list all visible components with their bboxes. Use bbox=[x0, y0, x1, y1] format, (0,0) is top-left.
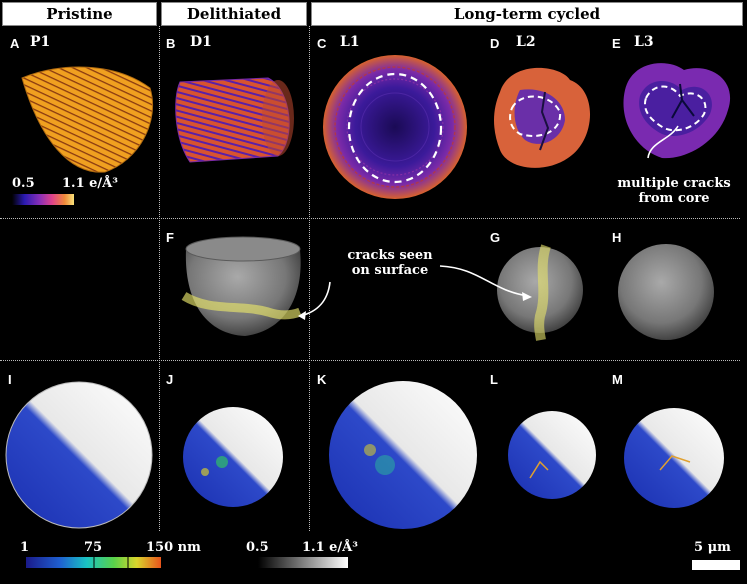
colorbar-density-max: 1.1 e/Å³ bbox=[62, 176, 118, 191]
divider bbox=[309, 26, 310, 531]
sample-label-d1: D1 bbox=[190, 34, 212, 50]
arrowhead-right bbox=[522, 292, 532, 301]
scale-bar bbox=[692, 560, 740, 570]
particle-d1 bbox=[175, 77, 294, 163]
divider bbox=[0, 218, 740, 219]
colorbar-size-label-mid: 75 bbox=[84, 540, 103, 555]
panel-letter-b: B bbox=[166, 36, 176, 51]
panel-letter-i: I bbox=[8, 372, 12, 387]
colorbar-density-min: 0.5 bbox=[12, 176, 35, 191]
panel-letter-f: F bbox=[166, 230, 174, 245]
panel-letter-h: H bbox=[612, 230, 622, 245]
arrow-right bbox=[439, 265, 529, 297]
panel-letter-a: A bbox=[10, 36, 20, 51]
particle-l1 bbox=[323, 55, 467, 199]
annotation-multiple-cracks: multiple cracks from core bbox=[606, 176, 742, 206]
annotation-line: cracks seen bbox=[347, 248, 433, 263]
sample-label-l1: L1 bbox=[340, 34, 360, 50]
scale-bar-label: 5 μm bbox=[694, 540, 731, 555]
panel-letter-l: L bbox=[490, 372, 498, 387]
panel-letter-c: C bbox=[317, 36, 327, 51]
annotation-line: multiple cracks bbox=[617, 176, 731, 191]
panel-letter-e: E bbox=[612, 36, 621, 51]
particle-j-pores bbox=[183, 407, 283, 507]
particle-l3 bbox=[623, 63, 731, 159]
colorbar-gray-min: 0.5 bbox=[246, 540, 269, 555]
header-delithiated: Delithiated bbox=[161, 2, 307, 26]
sample-label-l3: L3 bbox=[634, 34, 654, 50]
sample-label-p1: P1 bbox=[30, 34, 51, 50]
panel-letter-m: M bbox=[612, 372, 623, 387]
particle-l-pores bbox=[508, 411, 596, 499]
header-long-term: Long-term cycled bbox=[311, 2, 743, 26]
divider bbox=[159, 26, 160, 531]
arrow-left bbox=[299, 281, 331, 317]
particle-f-surface bbox=[181, 236, 302, 336]
colorbar-gray-max: 1.1 e/Å³ bbox=[302, 540, 358, 555]
colorbar-gray bbox=[258, 557, 348, 568]
particle-m-pores bbox=[624, 408, 724, 508]
particle-p1 bbox=[21, 66, 154, 173]
annotation-cracks-surface: cracks seen on surface bbox=[320, 248, 460, 278]
panel-letter-g: G bbox=[490, 230, 501, 245]
annotation-line: on surface bbox=[351, 263, 429, 278]
header-pristine: Pristine bbox=[2, 2, 157, 26]
sample-label-l2: L2 bbox=[516, 34, 536, 50]
panel-letter-k: K bbox=[317, 372, 327, 387]
particle-h-surface bbox=[618, 244, 714, 340]
particle-g-surface bbox=[497, 244, 583, 341]
arrowhead-left bbox=[298, 311, 306, 320]
particle-l2 bbox=[494, 67, 591, 168]
colorbar-size-label-max: 150 nm bbox=[146, 540, 201, 555]
particle-k-pores bbox=[329, 381, 477, 529]
divider bbox=[0, 360, 740, 361]
annotation-line: from core bbox=[638, 191, 710, 206]
particle-i-pores bbox=[5, 381, 153, 529]
colorbar-size-label-min: 1 bbox=[20, 540, 30, 555]
colorbar-density bbox=[12, 194, 74, 205]
panel-letter-d: D bbox=[490, 36, 500, 51]
panel-letter-j: J bbox=[166, 372, 174, 387]
